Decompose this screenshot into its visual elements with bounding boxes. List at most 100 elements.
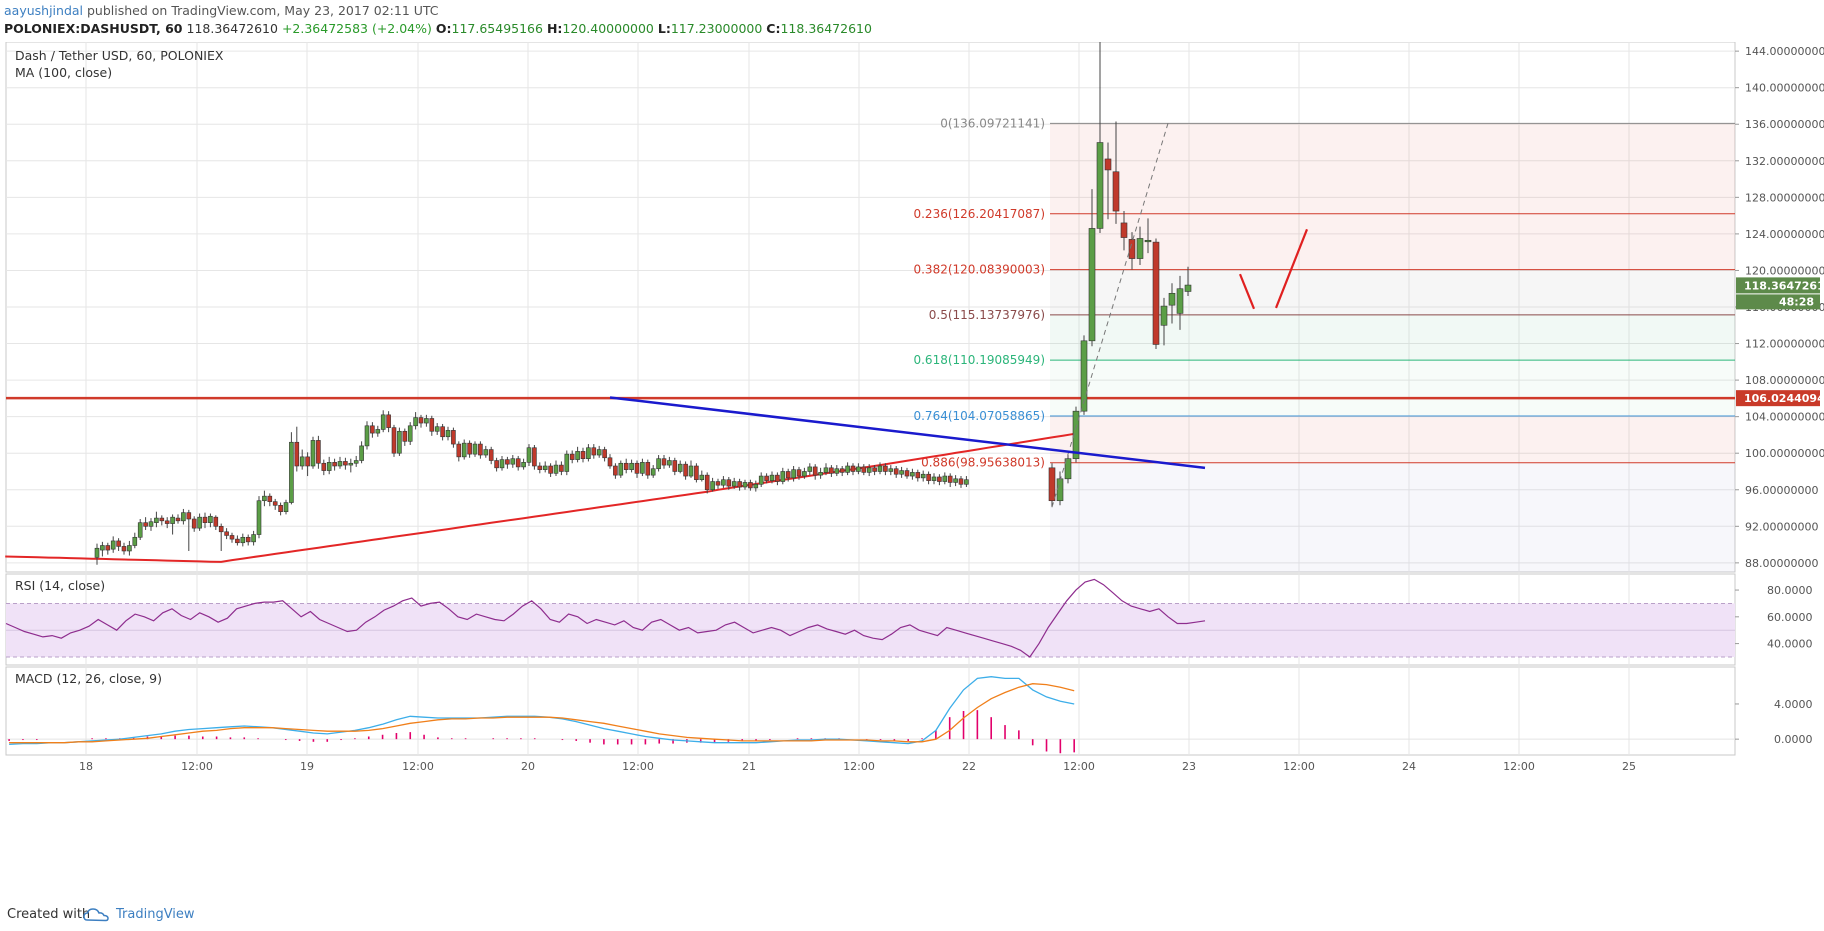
candle-body xyxy=(488,449,494,461)
candle-body xyxy=(397,430,402,454)
candle-body xyxy=(1144,239,1152,243)
candle-body xyxy=(904,470,910,477)
candle xyxy=(256,496,262,539)
candle-body xyxy=(537,465,543,470)
candle xyxy=(191,516,197,532)
x-tick-label: 24 xyxy=(1402,760,1416,773)
open-label: O: xyxy=(435,21,452,36)
candle xyxy=(370,422,375,438)
x-tick-label: 25 xyxy=(1622,760,1636,773)
rsi-line xyxy=(5,578,1206,658)
candle xyxy=(348,458,354,473)
candle xyxy=(251,530,256,546)
candle-body xyxy=(521,462,526,468)
candle xyxy=(602,446,607,462)
candle-body xyxy=(181,512,186,522)
candle xyxy=(845,462,850,476)
candle xyxy=(305,452,310,477)
candle-body xyxy=(829,467,834,474)
candle-body xyxy=(510,458,516,465)
chart-canvas[interactable]: 18 12:00 19 12:00 20 12:00 21 12:00 22 12:00 23 12:… xyxy=(0,42,1824,900)
author-link[interactable]: aayushjindal xyxy=(4,3,84,18)
candle-body xyxy=(964,479,969,485)
y-tick-label: 120.00000000 xyxy=(1745,264,1824,277)
candle xyxy=(856,463,861,475)
candle xyxy=(521,458,526,470)
x-tick-label: 18 xyxy=(79,760,93,773)
candle xyxy=(445,426,451,441)
candle-body xyxy=(532,447,537,467)
candle xyxy=(802,467,807,479)
candle xyxy=(402,428,408,446)
candle-body xyxy=(175,517,181,522)
candle xyxy=(569,450,575,464)
candle-body xyxy=(337,461,343,467)
rsi-tick-label: 60.0000 xyxy=(1767,611,1813,624)
candle xyxy=(332,458,337,471)
candle xyxy=(861,464,867,476)
candle-body xyxy=(418,417,424,424)
candle xyxy=(170,514,175,535)
candle xyxy=(105,542,111,555)
rsi-tick-label: 80.0000 xyxy=(1767,584,1813,597)
candle-body xyxy=(461,442,467,458)
x-tick-label: 12:00 xyxy=(1283,760,1315,773)
candle-body xyxy=(478,443,483,456)
x-tick-label: 12:00 xyxy=(1503,760,1535,773)
candle-body xyxy=(370,425,375,434)
candle-body xyxy=(451,430,456,445)
candle xyxy=(289,432,294,505)
candle xyxy=(764,473,769,484)
candle xyxy=(224,528,229,540)
candle-body xyxy=(807,466,813,472)
candle xyxy=(623,458,629,474)
candle xyxy=(294,426,300,472)
x-tick-label: 12:00 xyxy=(181,760,213,773)
candle-body xyxy=(677,463,683,472)
candle-body xyxy=(1112,171,1120,212)
candle xyxy=(321,459,327,476)
candle xyxy=(310,436,316,469)
candle xyxy=(883,463,888,476)
candle-body xyxy=(164,520,170,524)
candle-body xyxy=(591,447,597,456)
candle xyxy=(364,421,370,450)
candle-body xyxy=(137,522,143,538)
candle-body xyxy=(694,465,699,481)
candle xyxy=(418,414,424,428)
candle-body xyxy=(640,462,645,474)
price-axis: 88.00000000 92.00000000 96.00000000 100.000… xyxy=(6,45,1824,570)
candle-body xyxy=(499,459,505,469)
x-tick-label: 12:00 xyxy=(622,760,654,773)
candle-body xyxy=(515,458,521,468)
candle-body xyxy=(888,468,894,472)
high-value: 120.40000000 xyxy=(562,21,654,36)
candle-body xyxy=(240,536,246,544)
candle-body xyxy=(407,425,413,442)
candle-body xyxy=(656,458,661,470)
candle-body xyxy=(375,429,381,434)
tradingview-cloud-icon xyxy=(83,908,109,922)
candle xyxy=(181,508,186,525)
candle-body xyxy=(893,468,899,475)
candle-body xyxy=(272,501,278,506)
candle xyxy=(753,480,759,492)
candle-body xyxy=(623,462,629,470)
tradingview-brand[interactable]: TradingView xyxy=(116,907,195,922)
candle xyxy=(634,460,640,478)
candle xyxy=(186,509,192,551)
macd-histogram xyxy=(8,710,1075,754)
candle-body xyxy=(1120,222,1128,238)
candle-body xyxy=(380,414,386,430)
candle xyxy=(780,467,786,485)
candle xyxy=(731,477,737,489)
x-tick-label: 21 xyxy=(742,760,756,773)
candle-body xyxy=(661,458,667,466)
candle-body xyxy=(645,462,651,476)
candle-body xyxy=(256,500,262,535)
candle xyxy=(510,455,516,468)
candle xyxy=(488,446,494,465)
candle xyxy=(850,463,856,476)
candle xyxy=(1104,142,1112,220)
macd-axis: 0.0000 4.0000 xyxy=(1735,698,1813,746)
